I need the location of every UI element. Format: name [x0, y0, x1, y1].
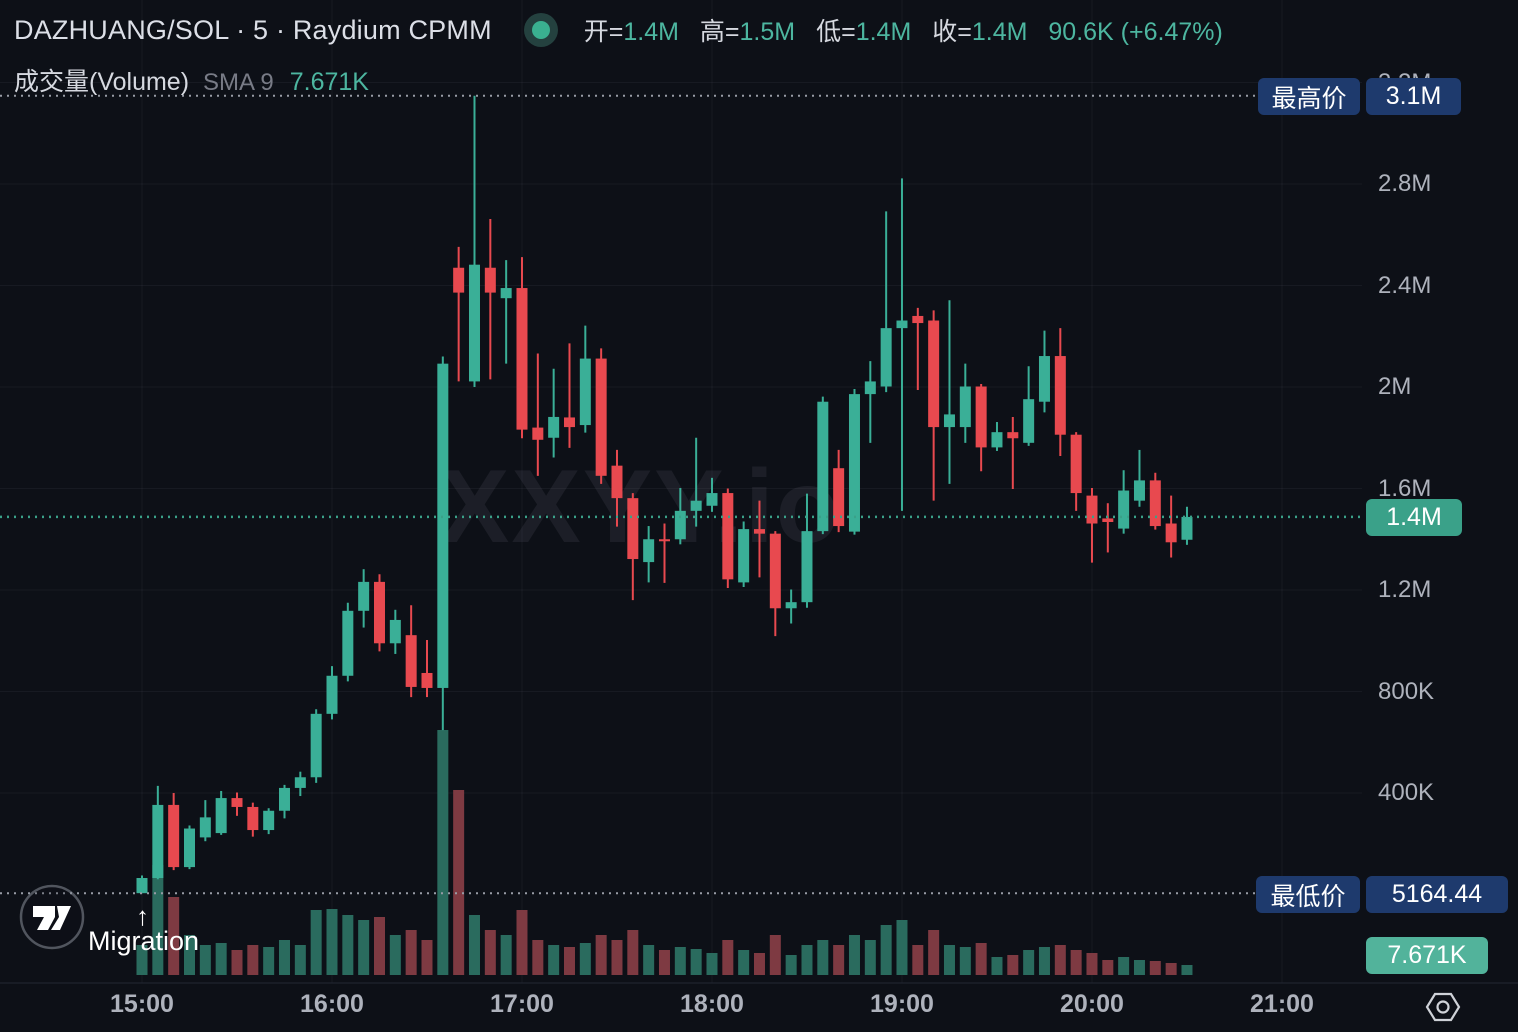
volume-axis-badge: 7.671K [1366, 937, 1488, 974]
change-value: 90.6K (+6.47%) [1048, 18, 1223, 46]
time-tick: 20:00 [1060, 990, 1124, 1018]
time-tick: 17:00 [490, 990, 554, 1018]
time-tick: 19:00 [870, 990, 934, 1018]
high-label: 高= [699, 18, 740, 46]
axis-settings-eye-icon[interactable] [1423, 988, 1463, 1026]
price-tick: 800K [1378, 677, 1435, 705]
chart-header: DAZHUANG/SOL · 5 · Raydium CPMM 开=1.4M 高… [14, 12, 1223, 48]
ohlc-readout: 开=1.4M 高=1.5M 低=1.4M 收=1.4M 90.6K (+6.47… [584, 12, 1223, 48]
tradingview-logo-icon[interactable] [19, 884, 85, 950]
low-value: 1.4M [855, 18, 912, 46]
status-dot-icon [523, 13, 558, 47]
last-price-badge: 1.4M [1366, 498, 1462, 536]
price-tick: 400K [1378, 779, 1435, 806]
close-value: 1.4M [971, 18, 1028, 46]
volume-label[interactable]: 成交量(Volume) [14, 68, 190, 96]
symbol-title[interactable]: DAZHUANG/SOL · 5 · Raydium CPMM [14, 14, 492, 45]
lowest-price-value-badge: 5164.44 [1366, 876, 1508, 913]
price-tick: 2.8M [1378, 170, 1432, 197]
highest-price-label-badge: 最高价 [1258, 78, 1360, 115]
open-label: 开= [583, 18, 624, 46]
time-tick: 15:00 [110, 990, 174, 1018]
lowest-price-label-badge: 最低价 [1256, 876, 1360, 913]
highest-price-value-badge: 3.1M [1366, 78, 1461, 115]
price-tick: 1.2M [1378, 576, 1432, 603]
price-tick: 1.6M [1378, 474, 1432, 502]
time-tick: 16:00 [300, 990, 364, 1018]
price-tick: 2M [1378, 373, 1412, 400]
price-tick: 2.4M [1378, 271, 1432, 299]
close-label: 收= [932, 18, 972, 46]
open-value: 1.4M [623, 18, 679, 46]
low-label: 低= [816, 18, 856, 46]
time-tick: 18:00 [680, 990, 744, 1018]
high-value: 1.5M [739, 18, 796, 46]
migration-annotation[interactable]: Migration [88, 926, 200, 956]
migration-arrow-icon: ↑ [136, 901, 149, 931]
time-tick: 21:00 [1250, 990, 1314, 1018]
volume-legend: 成交量(Volume) SMA 9 7.671K [14, 62, 369, 98]
sma-value: 7.671K [289, 68, 369, 96]
sma-label: SMA 9 [203, 69, 274, 96]
